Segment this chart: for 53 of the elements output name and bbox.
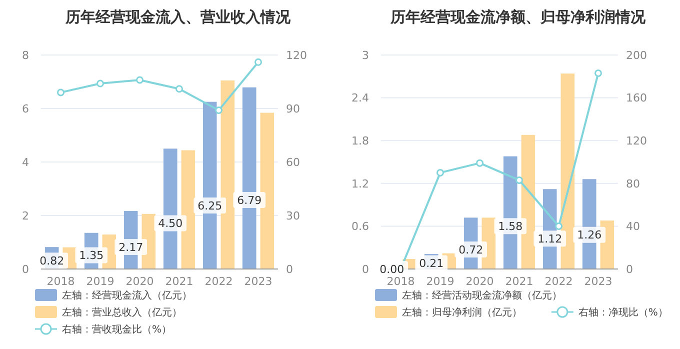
y-tick-label: 0.6 bbox=[352, 220, 369, 234]
y2-tick-label: 30 bbox=[286, 209, 300, 222]
y-tick-label: 3 bbox=[362, 48, 369, 62]
legend-label: 右轴：营收现金比（%） bbox=[62, 324, 172, 336]
y2-tick-label: 90 bbox=[286, 102, 300, 116]
legend-label: 左轴：归母净利润（亿元） bbox=[402, 306, 522, 318]
y-tick-label: 0 bbox=[22, 262, 29, 276]
data-label: 0.82 bbox=[40, 254, 64, 268]
legend-label: 左轴：经营现金流入（亿元） bbox=[62, 290, 192, 302]
data-label: 1.35 bbox=[79, 249, 104, 262]
y-tick-label: 6 bbox=[22, 102, 29, 116]
legend-label: 左轴：经营活动现金流净额（亿元） bbox=[402, 290, 562, 302]
y-tick-label: 4 bbox=[22, 156, 29, 169]
x-tick-label: 2020 bbox=[126, 274, 154, 288]
x-tick-label: 2022 bbox=[204, 274, 233, 288]
y2-tick-label: 0 bbox=[286, 262, 293, 276]
y2-tick-label: 0 bbox=[626, 262, 633, 276]
x-tick-label: 2023 bbox=[584, 274, 612, 288]
y-tick-label: 2.4 bbox=[352, 92, 369, 105]
data-label: 1.58 bbox=[498, 220, 523, 234]
x-tick-label: 2018 bbox=[386, 274, 415, 288]
y-tick-label: 8 bbox=[22, 48, 29, 62]
y2-tick-label: 40 bbox=[626, 220, 640, 234]
y2-tick-label: 80 bbox=[626, 177, 640, 190]
y-tick-label: 1.8 bbox=[352, 134, 369, 148]
x-tick-label: 2019 bbox=[426, 274, 454, 288]
legend-label: 右轴：净现比（%） bbox=[578, 306, 668, 318]
data-label: 6.25 bbox=[198, 199, 222, 212]
data-label: 2.17 bbox=[118, 240, 144, 254]
data-label: 1.26 bbox=[577, 228, 602, 242]
x-tick-label: 2018 bbox=[46, 274, 75, 288]
y-tick-label: 0 bbox=[362, 262, 369, 276]
y2-tick-label: 160 bbox=[626, 92, 647, 105]
y2-tick-label: 60 bbox=[286, 156, 300, 169]
x-tick-label: 2021 bbox=[505, 274, 534, 288]
x-tick-label: 2022 bbox=[544, 274, 573, 288]
data-label: 1.12 bbox=[538, 232, 562, 246]
chart-title: 历年经营现金流净额、归母净利润情况 bbox=[390, 8, 646, 26]
data-label: 0.21 bbox=[419, 257, 444, 270]
data-label: 6.79 bbox=[237, 194, 262, 207]
y2-tick-label: 120 bbox=[286, 48, 307, 62]
x-tick-label: 2020 bbox=[466, 274, 494, 288]
chart-title: 历年经营现金流入、营业收入情况 bbox=[64, 8, 292, 26]
y2-tick-label: 200 bbox=[626, 48, 647, 62]
x-tick-label: 2019 bbox=[86, 274, 114, 288]
y2-tick-label: 120 bbox=[626, 134, 647, 148]
x-tick-label: 2023 bbox=[244, 274, 272, 288]
y-tick-label: 2 bbox=[22, 209, 29, 222]
legend-label: 左轴：营业总收入（亿元） bbox=[62, 306, 182, 318]
x-tick-label: 2021 bbox=[165, 274, 194, 288]
data-label: 4.50 bbox=[158, 217, 183, 230]
data-label: 0.72 bbox=[458, 243, 484, 256]
y-tick-label: 1.2 bbox=[352, 177, 369, 190]
